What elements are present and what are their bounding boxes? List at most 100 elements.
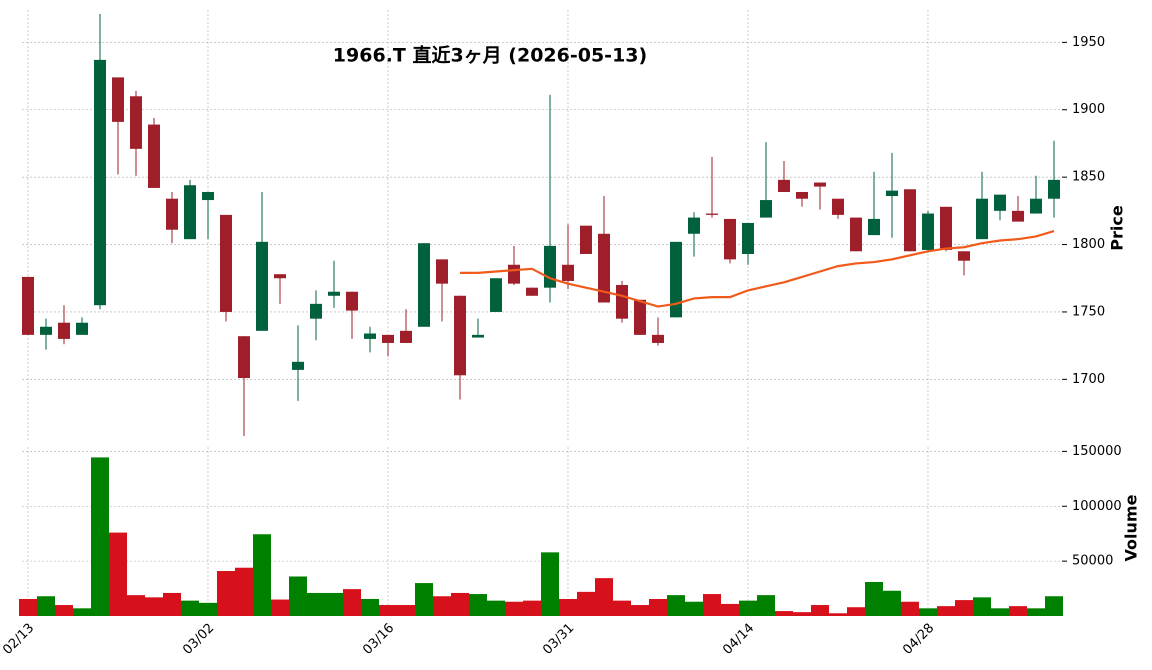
candle-body bbox=[616, 284, 628, 319]
candle-body bbox=[94, 59, 106, 306]
volume-bar bbox=[919, 608, 937, 616]
candle-body bbox=[310, 303, 322, 319]
candle-body bbox=[688, 217, 700, 234]
candle-body bbox=[148, 124, 160, 188]
candle-body bbox=[490, 278, 502, 312]
candle-body bbox=[598, 233, 610, 303]
volume-bar bbox=[973, 597, 991, 616]
candle-body bbox=[742, 222, 754, 254]
volume-bar bbox=[433, 596, 451, 616]
volume-bar bbox=[397, 605, 415, 616]
volume-bar bbox=[73, 608, 91, 616]
volume-bar bbox=[541, 552, 559, 616]
candle-body bbox=[76, 322, 88, 335]
y-axis-title: Price bbox=[1108, 205, 1127, 251]
volume-bar bbox=[505, 601, 523, 616]
candle-body bbox=[22, 276, 34, 335]
volume-bar bbox=[865, 581, 883, 616]
candle-body bbox=[922, 213, 934, 250]
y-tick-label: 1950 bbox=[1072, 35, 1105, 50]
candle-body bbox=[724, 218, 736, 260]
candle-body bbox=[706, 213, 718, 215]
x-tick-label: 04/28 bbox=[900, 621, 937, 658]
volume-bar bbox=[847, 607, 865, 616]
candle-body bbox=[1030, 198, 1042, 214]
volume-bar bbox=[991, 608, 1009, 616]
candle-body bbox=[940, 206, 952, 250]
candle-body bbox=[184, 185, 196, 240]
candle-body bbox=[1048, 179, 1060, 199]
candle-body bbox=[202, 191, 214, 201]
volume-bar bbox=[577, 591, 595, 616]
candle-body bbox=[508, 264, 520, 284]
candle-body bbox=[436, 259, 448, 284]
x-tick-label: 03/02 bbox=[180, 621, 217, 658]
candle-body bbox=[454, 295, 466, 376]
y-tick-label: 1700 bbox=[1072, 372, 1105, 387]
candle-body bbox=[958, 251, 970, 261]
candle-body bbox=[274, 274, 286, 279]
candle-body bbox=[976, 198, 988, 240]
candle-body bbox=[526, 287, 538, 296]
volume-bar bbox=[685, 601, 703, 616]
volume-bar bbox=[289, 576, 307, 616]
volume-bar bbox=[451, 592, 469, 616]
volume-bar bbox=[469, 594, 487, 616]
volume-bar bbox=[631, 605, 649, 616]
volume-bar bbox=[1027, 608, 1045, 616]
candle-body bbox=[472, 334, 484, 338]
candle-body bbox=[796, 191, 808, 199]
candle-body bbox=[364, 333, 376, 339]
candle-body bbox=[400, 330, 412, 343]
volume-bar bbox=[19, 598, 37, 616]
candle-body bbox=[634, 299, 646, 335]
volume-bar bbox=[343, 589, 361, 616]
candle-body bbox=[238, 336, 250, 378]
candle-body bbox=[778, 179, 790, 192]
volume-bar bbox=[937, 606, 955, 616]
y-tick-label: 1850 bbox=[1072, 170, 1105, 185]
volume-bar bbox=[559, 598, 577, 616]
candle-body bbox=[814, 182, 826, 187]
volume-bar bbox=[145, 597, 163, 616]
volume-bar bbox=[793, 612, 811, 616]
y-tick-label: 1900 bbox=[1072, 102, 1105, 117]
candle-body bbox=[166, 198, 178, 230]
x-tick-label: 03/31 bbox=[540, 621, 577, 658]
candle-body bbox=[292, 361, 304, 370]
candle-body bbox=[382, 334, 394, 343]
volume-bar bbox=[253, 534, 271, 616]
candle-body bbox=[994, 194, 1006, 211]
volume-bar bbox=[361, 598, 379, 616]
candle-body bbox=[418, 243, 430, 327]
volume-bar bbox=[271, 599, 289, 616]
candle-body bbox=[1012, 210, 1024, 222]
volume-bar bbox=[1009, 606, 1027, 616]
volume-bar bbox=[721, 603, 739, 616]
volume-bar bbox=[955, 600, 973, 616]
volume-bar bbox=[379, 605, 397, 616]
volume-bar bbox=[811, 605, 829, 616]
candle-body bbox=[904, 189, 916, 252]
volume-bar bbox=[181, 600, 199, 616]
volume-bar bbox=[91, 457, 109, 616]
candle-body bbox=[544, 245, 556, 288]
volume-bar bbox=[109, 532, 127, 616]
volume-bar bbox=[667, 595, 685, 616]
volume-bar bbox=[199, 602, 217, 616]
y-tick-label: 100000 bbox=[1072, 499, 1122, 514]
volume-bar bbox=[217, 571, 235, 616]
y-tick-label: 50000 bbox=[1072, 554, 1113, 569]
volume-bar bbox=[703, 594, 721, 616]
volume-bar bbox=[739, 600, 757, 616]
volume-bar bbox=[883, 590, 901, 616]
x-tick-label: 02/13 bbox=[0, 621, 37, 658]
volume-bar bbox=[55, 605, 73, 616]
y-tick-label: 1750 bbox=[1072, 304, 1105, 319]
volume-bar bbox=[757, 595, 775, 616]
volume-bar bbox=[775, 611, 793, 616]
volume-bar bbox=[127, 595, 145, 616]
volume-bar bbox=[595, 578, 613, 616]
